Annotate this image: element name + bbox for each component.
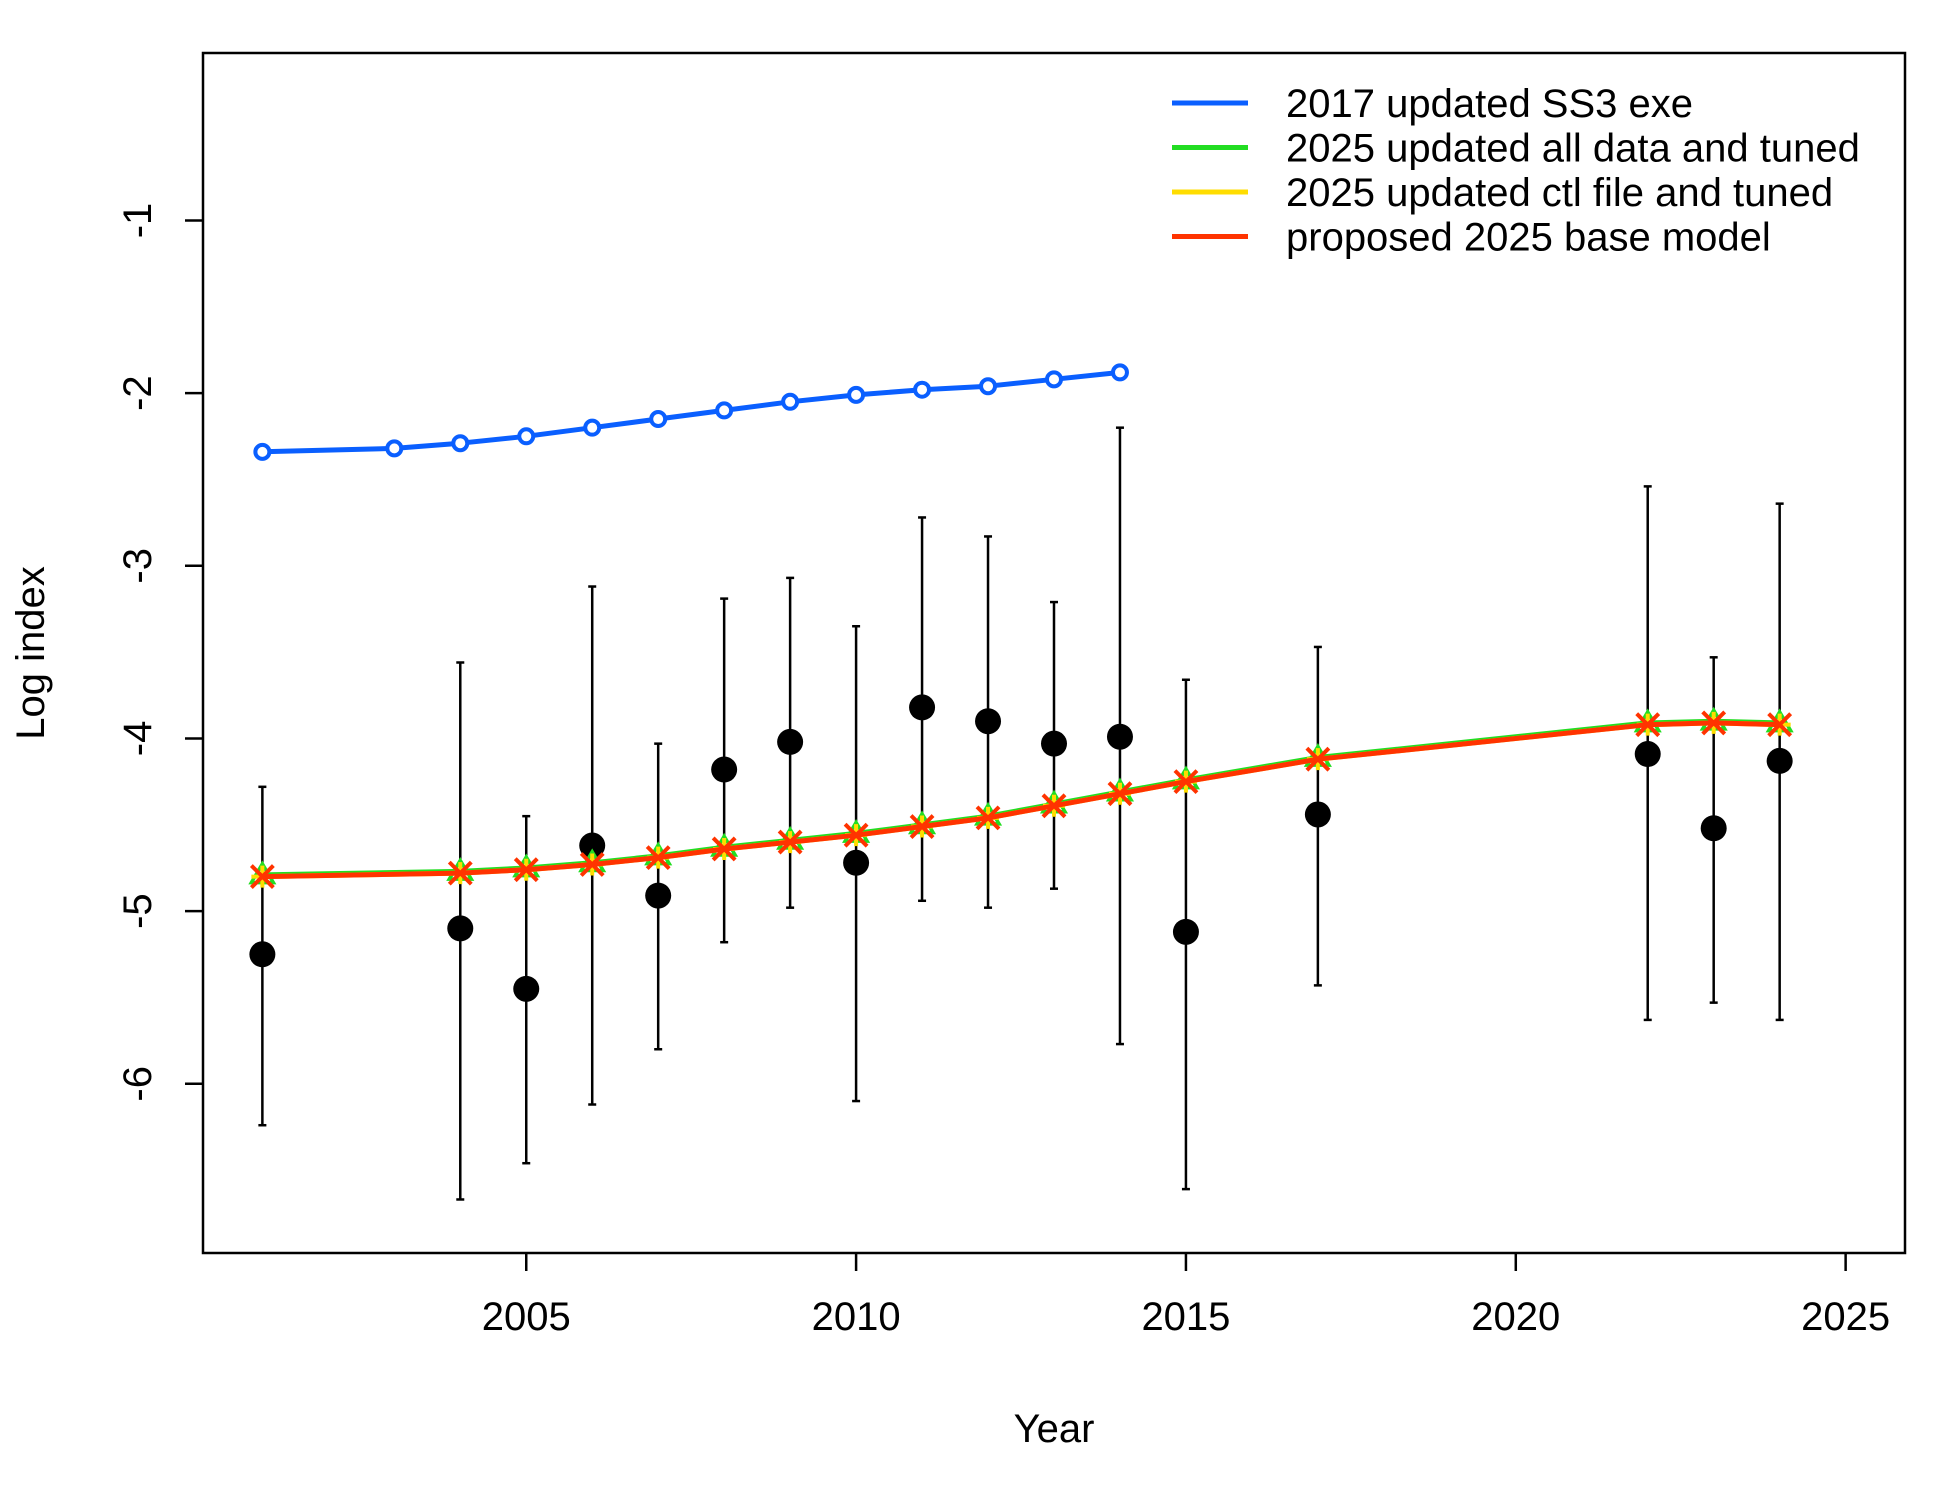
observed-point	[777, 728, 804, 755]
y-tick-label: -4	[116, 721, 160, 757]
series-marker	[979, 377, 998, 396]
series-marker	[1305, 746, 1331, 772]
x-tick-label: 2010	[812, 1295, 901, 1339]
observed-point	[1766, 747, 1793, 774]
series-marker	[913, 380, 932, 399]
legend-label: proposed 2025 base model	[1286, 216, 1771, 260]
series-marker	[253, 442, 272, 461]
observed-point	[513, 975, 540, 1002]
observed-point	[1304, 801, 1331, 828]
series-marker	[451, 434, 470, 453]
observed-point	[975, 708, 1002, 735]
legend-label: 2025 updated ctl file and tuned	[1286, 171, 1833, 215]
series-marker	[1767, 712, 1793, 738]
series-marker	[649, 410, 668, 429]
series-proposed-2025-base-model	[249, 710, 1793, 890]
series-marker	[1173, 769, 1199, 795]
series-marker	[777, 829, 803, 855]
series-marker	[583, 418, 602, 437]
observed-point	[249, 941, 276, 968]
observed-point	[711, 756, 738, 783]
observed-point	[579, 832, 606, 859]
x-axis-label: Year	[1014, 1407, 1095, 1451]
observed-point	[1172, 918, 1199, 945]
series-marker	[1041, 793, 1067, 819]
y-tick-label: -3	[116, 548, 160, 584]
observed-point	[1106, 723, 1133, 750]
series-marker	[579, 852, 605, 877]
legend-label: 2017 updated SS3 exe	[1286, 82, 1693, 126]
x-tick-label: 2005	[482, 1295, 571, 1339]
y-axis-label: Log index	[9, 566, 53, 739]
series-marker	[447, 860, 473, 886]
series-marker	[843, 822, 869, 848]
series-marker	[1701, 710, 1727, 736]
y-tick-label: -1	[116, 203, 160, 239]
series-marker	[1107, 781, 1133, 807]
series-lines	[248, 363, 1794, 890]
series-marker	[517, 427, 536, 446]
plot-frame	[201, 51, 1907, 1255]
y-axis: -6 -5 -4 -3 -2 -1	[116, 203, 203, 1102]
y-tick-label: -6	[116, 1066, 160, 1102]
observed-point	[843, 849, 870, 876]
observed-point	[1634, 741, 1661, 768]
series-marker	[1045, 370, 1063, 389]
y-tick-label: -2	[116, 375, 160, 411]
series-marker	[513, 857, 539, 883]
series-marker	[909, 814, 935, 839]
series-marker	[781, 392, 800, 411]
x-tick-label: 2025	[1801, 1295, 1890, 1339]
x-tick-label: 2020	[1471, 1295, 1560, 1339]
series-marker	[1635, 712, 1661, 738]
series-marker	[711, 836, 737, 862]
observed-point	[1700, 815, 1727, 842]
y-tick-label: -5	[116, 893, 160, 929]
series-marker	[975, 805, 1001, 831]
series-marker	[249, 864, 275, 890]
observed-point	[645, 882, 672, 909]
x-axis: 2005 2010 2015 2020 2025	[482, 1253, 1890, 1339]
series-marker	[1110, 363, 1129, 382]
observed-point	[909, 694, 936, 721]
legend-label: 2025 updated all data and tuned	[1286, 127, 1860, 171]
series-marker	[385, 439, 404, 458]
observed-point	[447, 915, 474, 942]
observed-points	[249, 694, 1793, 1002]
series-2017-updated-ss3-exe	[253, 363, 1129, 461]
x-tick-label: 2015	[1141, 1295, 1230, 1339]
observed-point	[1041, 730, 1067, 757]
series-marker	[715, 401, 734, 420]
series-marker	[645, 845, 671, 871]
series-marker	[847, 385, 866, 404]
